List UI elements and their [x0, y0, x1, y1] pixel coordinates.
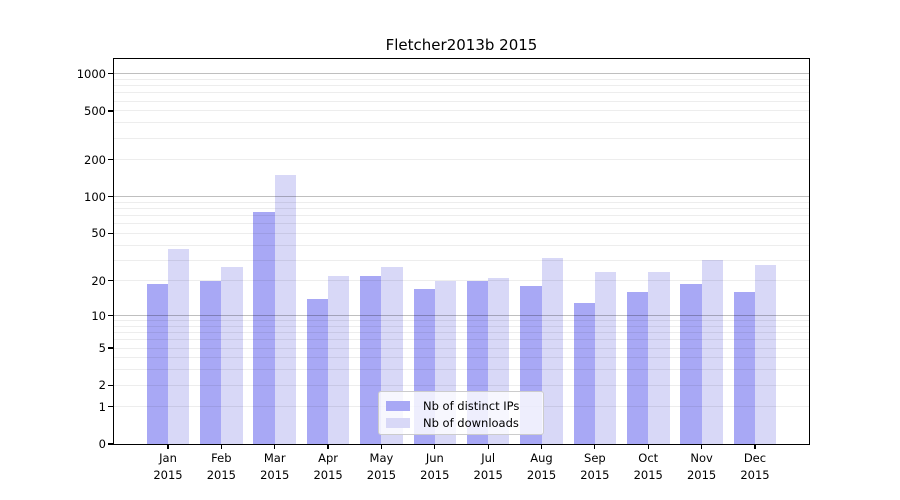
x-tick-mark	[380, 444, 383, 449]
x-tick-label: Oct 2015	[616, 450, 680, 483]
y-tick-mark	[108, 232, 114, 234]
legend-swatch	[386, 417, 410, 428]
y-tick-label: 100	[84, 189, 106, 204]
x-tick-year: 2015	[740, 467, 770, 482]
legend-swatch	[386, 400, 410, 411]
bar-distinct-ips	[680, 283, 702, 444]
bar-distinct-ips	[146, 283, 168, 444]
x-tick-year: 2015	[420, 467, 450, 482]
x-tick-label: Dec 2015	[723, 450, 787, 483]
bar-distinct-ips	[306, 298, 329, 444]
bar-downloads	[328, 276, 350, 444]
x-tick-year: 2015	[633, 467, 663, 482]
x-tick-month: Jul	[481, 451, 496, 465]
bar-distinct-ips	[253, 211, 275, 444]
x-tick-month: Mar	[263, 451, 286, 465]
legend-label: Nb of downloads	[423, 415, 519, 430]
x-tick-month: Oct	[638, 451, 659, 465]
bar-downloads	[168, 249, 190, 444]
x-tick-month: Jan	[159, 451, 177, 465]
y-tick-mark	[108, 443, 114, 445]
y-tick-label: 1000	[76, 66, 106, 81]
bars-layer	[114, 59, 809, 444]
x-tick-label: Sep 2015	[563, 450, 627, 483]
bar-downloads	[221, 267, 243, 444]
x-tick-year: 2015	[366, 467, 397, 482]
y-tick-mark	[108, 73, 114, 75]
x-tick-mark	[647, 444, 649, 449]
y-tick-mark	[108, 347, 114, 349]
x-tick-label: Nov 2015	[670, 450, 734, 483]
y-tick-mark	[108, 314, 114, 317]
x-tick-mark	[274, 444, 276, 449]
x-tick-month: Sep	[584, 451, 606, 465]
x-tick-month: Dec	[743, 451, 767, 465]
bar-distinct-ips	[733, 292, 755, 444]
x-tick-year: 2015	[260, 467, 290, 482]
x-tick-label: Aug 2015	[510, 450, 574, 483]
y-tick-mark	[108, 196, 114, 198]
x-tick-year: 2015	[686, 467, 717, 482]
x-tick-label: Apr 2015	[296, 450, 360, 483]
x-tick-year: 2015	[473, 467, 503, 482]
y-tick-mark	[108, 384, 114, 386]
x-tick-mark	[327, 444, 329, 449]
y-tick-mark	[108, 159, 114, 161]
x-tick-label: May 2015	[349, 450, 413, 483]
legend-label: Nb of distinct IPs	[423, 398, 520, 413]
bar-downloads	[594, 271, 617, 444]
bar-distinct-ips	[626, 292, 649, 444]
y-tick-label: 20	[91, 273, 106, 288]
x-tick-label: Jun 2015	[403, 450, 467, 483]
x-tick-label: Jul 2015	[456, 450, 520, 483]
x-tick-mark	[754, 444, 756, 449]
x-tick-year: 2015	[526, 467, 557, 482]
bar-distinct-ips	[360, 276, 382, 444]
chart-title: Fletcher2013b 2015	[385, 36, 538, 54]
x-tick-month: Aug	[530, 451, 553, 465]
y-tick-label: 500	[84, 103, 106, 118]
y-tick-mark	[108, 280, 114, 282]
bar-downloads	[754, 265, 777, 444]
x-tick-month: Apr	[318, 451, 339, 465]
legend: Nb of distinct IPs Nb of downloads	[378, 391, 544, 435]
x-tick-month: Feb	[211, 451, 232, 465]
x-tick-mark	[594, 444, 596, 449]
y-tick-mark	[108, 110, 114, 112]
y-tick-label: 0	[98, 437, 106, 451]
x-tick-mark	[434, 444, 436, 449]
x-tick-year: 2015	[153, 467, 183, 482]
x-tick-mark	[701, 444, 703, 449]
bar-distinct-ips	[573, 302, 595, 444]
y-tick-mark	[108, 406, 114, 408]
y-tick-label: 5	[98, 341, 106, 355]
x-tick-mark	[487, 444, 489, 449]
y-tick-label: 2	[98, 378, 106, 393]
bar-downloads	[701, 260, 723, 444]
bar-downloads	[274, 175, 297, 444]
x-tick-year: 2015	[313, 467, 343, 482]
y-tick-label: 200	[84, 152, 106, 167]
x-tick-mark	[540, 444, 543, 449]
x-tick-mark	[220, 444, 222, 449]
y-tick-label: 10	[91, 308, 106, 323]
x-tick-label: Mar 2015	[243, 450, 307, 483]
x-tick-month: May	[369, 451, 394, 465]
plot-area: Nb of distinct IPs Nb of downloads	[113, 58, 810, 445]
bar-downloads	[648, 271, 670, 444]
x-tick-label: Feb 2015	[189, 450, 253, 483]
x-tick-month: Nov	[690, 451, 713, 465]
x-tick-month: Jun	[425, 451, 444, 465]
x-tick-mark	[167, 444, 169, 449]
y-tick-label: 50	[91, 226, 106, 241]
bar-distinct-ips	[200, 280, 222, 444]
x-tick-label: Jan 2015	[136, 450, 200, 483]
x-tick-year: 2015	[206, 467, 236, 482]
bar-downloads	[541, 258, 563, 444]
x-tick-year: 2015	[580, 467, 610, 482]
legend-row: Nb of downloads	[379, 414, 543, 431]
y-tick-label: 1	[98, 399, 106, 414]
legend-row: Nb of distinct IPs	[379, 397, 543, 414]
